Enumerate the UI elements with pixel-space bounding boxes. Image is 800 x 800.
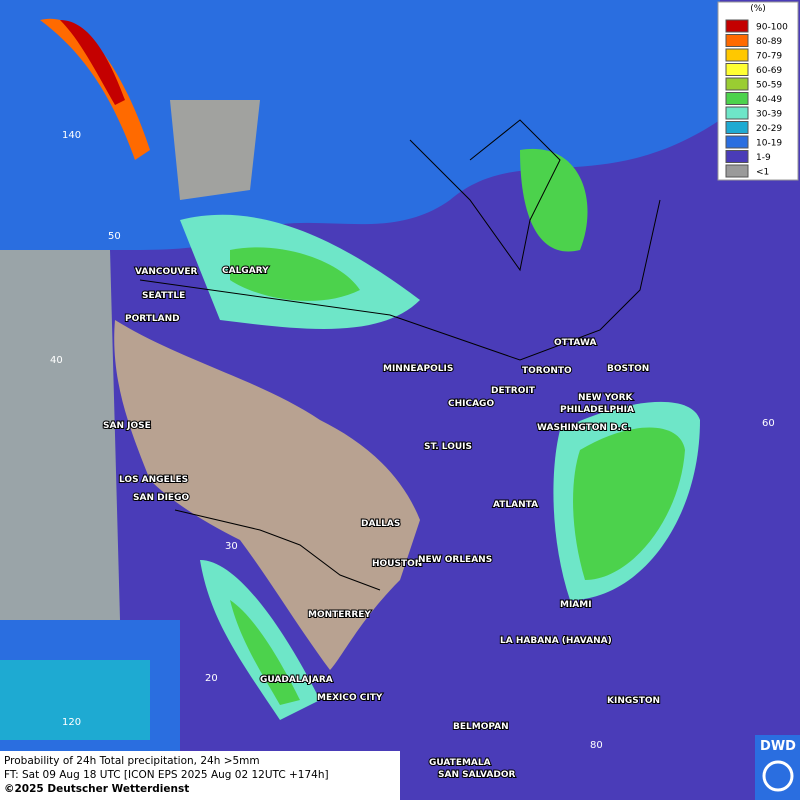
legend-label: 30-39 bbox=[756, 110, 782, 120]
legend-label: 40-49 bbox=[756, 95, 782, 105]
legend-swatch bbox=[725, 121, 749, 134]
legend-label: 80-89 bbox=[756, 37, 782, 47]
city-label: WASHINGTON D.C. bbox=[537, 423, 631, 433]
city-label: LA HABANA (HAVANA) bbox=[500, 636, 612, 646]
city-label: MIAMI bbox=[560, 600, 592, 610]
city-label: BELMOPAN bbox=[453, 722, 509, 732]
footer-line: ©2025 Deutscher Wetterdienst bbox=[4, 783, 189, 795]
city-label: SEATTLE bbox=[142, 291, 185, 301]
city-label: NEW ORLEANS bbox=[418, 555, 492, 565]
city-label: CHICAGO bbox=[448, 399, 494, 409]
legend-label: 50-59 bbox=[756, 81, 782, 91]
legend-label: 60-69 bbox=[756, 66, 782, 76]
legend-label: 10-19 bbox=[756, 139, 782, 149]
graticule-label: 80 bbox=[590, 740, 603, 751]
city-label: TORONTO bbox=[522, 366, 572, 376]
logo: DWD bbox=[760, 739, 796, 754]
city-label: MONTERREY bbox=[308, 610, 371, 620]
city-label: GUATEMALA bbox=[429, 758, 491, 768]
city-label: DALLAS bbox=[361, 519, 400, 529]
city-label: VANCOUVER bbox=[135, 267, 198, 277]
legend-label: 20-29 bbox=[756, 124, 782, 134]
legend-label: 1-9 bbox=[756, 153, 771, 163]
city-label: PORTLAND bbox=[125, 314, 180, 324]
legend-swatch bbox=[725, 63, 749, 76]
borders bbox=[139, 119, 661, 591]
graticule-label: 60 bbox=[762, 418, 775, 429]
graticule-label: 50 bbox=[108, 231, 121, 242]
legend-swatch bbox=[725, 150, 749, 163]
city-label: MINNEAPOLIS bbox=[383, 364, 453, 374]
legend-swatch bbox=[725, 77, 749, 91]
city-label: ST. LOUIS bbox=[424, 442, 472, 452]
city-label: BOSTON bbox=[607, 364, 649, 374]
legend-swatch bbox=[725, 34, 749, 47]
city-label: LOS ANGELES bbox=[119, 475, 188, 485]
footer-line: FT: Sat 09 Aug 18 UTC [ICON EPS 2025 Aug… bbox=[4, 769, 329, 781]
graticule-label: 120 bbox=[62, 717, 81, 728]
dry-land bbox=[170, 100, 260, 200]
footer-line: Probability of 24h Total precipitation, … bbox=[4, 755, 260, 767]
legend-swatch bbox=[725, 106, 749, 120]
city-label: PHILADELPHIA bbox=[560, 405, 634, 415]
graticule-labels: 140 50 40 30 20 120 60 80 bbox=[50, 130, 775, 751]
city-label: MEXICO CITY bbox=[317, 693, 383, 703]
graticule-label: 20 bbox=[205, 673, 218, 684]
city-label: HOUSTON bbox=[372, 559, 422, 569]
graticule-label: 30 bbox=[225, 541, 238, 552]
city-label: NEW YORK bbox=[578, 393, 634, 403]
legend-title: (%) bbox=[750, 4, 766, 14]
legend-label: 90-100 bbox=[756, 23, 788, 33]
city-labels: VANCOUVER CALGARY SEATTLE PORTLAND MINNEAPOL… bbox=[102, 265, 661, 781]
city-label: SAN SALVADOR bbox=[438, 770, 515, 780]
legend-swatch bbox=[725, 164, 749, 178]
legend: 90-100 80-89 70-79 60-69 50-59 40-49 30-39 20-2… bbox=[725, 19, 788, 178]
city-label: OTTAWA bbox=[554, 338, 597, 348]
city-label: ATLANTA bbox=[493, 500, 538, 510]
city-label: CALGARY bbox=[222, 266, 269, 276]
city-label: SAN DIEGO bbox=[133, 493, 189, 503]
city-label: SAN JOSE bbox=[103, 421, 151, 431]
logo-swirl bbox=[762, 760, 794, 792]
footer: Probability of 24h Total precipitation, … bbox=[4, 755, 329, 795]
legend-label: <1 bbox=[756, 168, 769, 178]
dry-land bbox=[114, 320, 421, 670]
city-label: KINGSTON bbox=[607, 696, 660, 706]
city-label: GUADALAJARA bbox=[260, 675, 333, 685]
city-label: DETROIT bbox=[491, 386, 536, 396]
footer-box bbox=[0, 751, 400, 800]
graticule-label: 140 bbox=[62, 130, 81, 141]
legend-swatch bbox=[725, 92, 749, 105]
legend-swatch bbox=[725, 48, 749, 62]
legend-swatch bbox=[725, 135, 749, 149]
legend-label: 70-79 bbox=[756, 52, 782, 62]
legend-swatch bbox=[725, 19, 749, 33]
graticule-label: 40 bbox=[50, 355, 63, 366]
